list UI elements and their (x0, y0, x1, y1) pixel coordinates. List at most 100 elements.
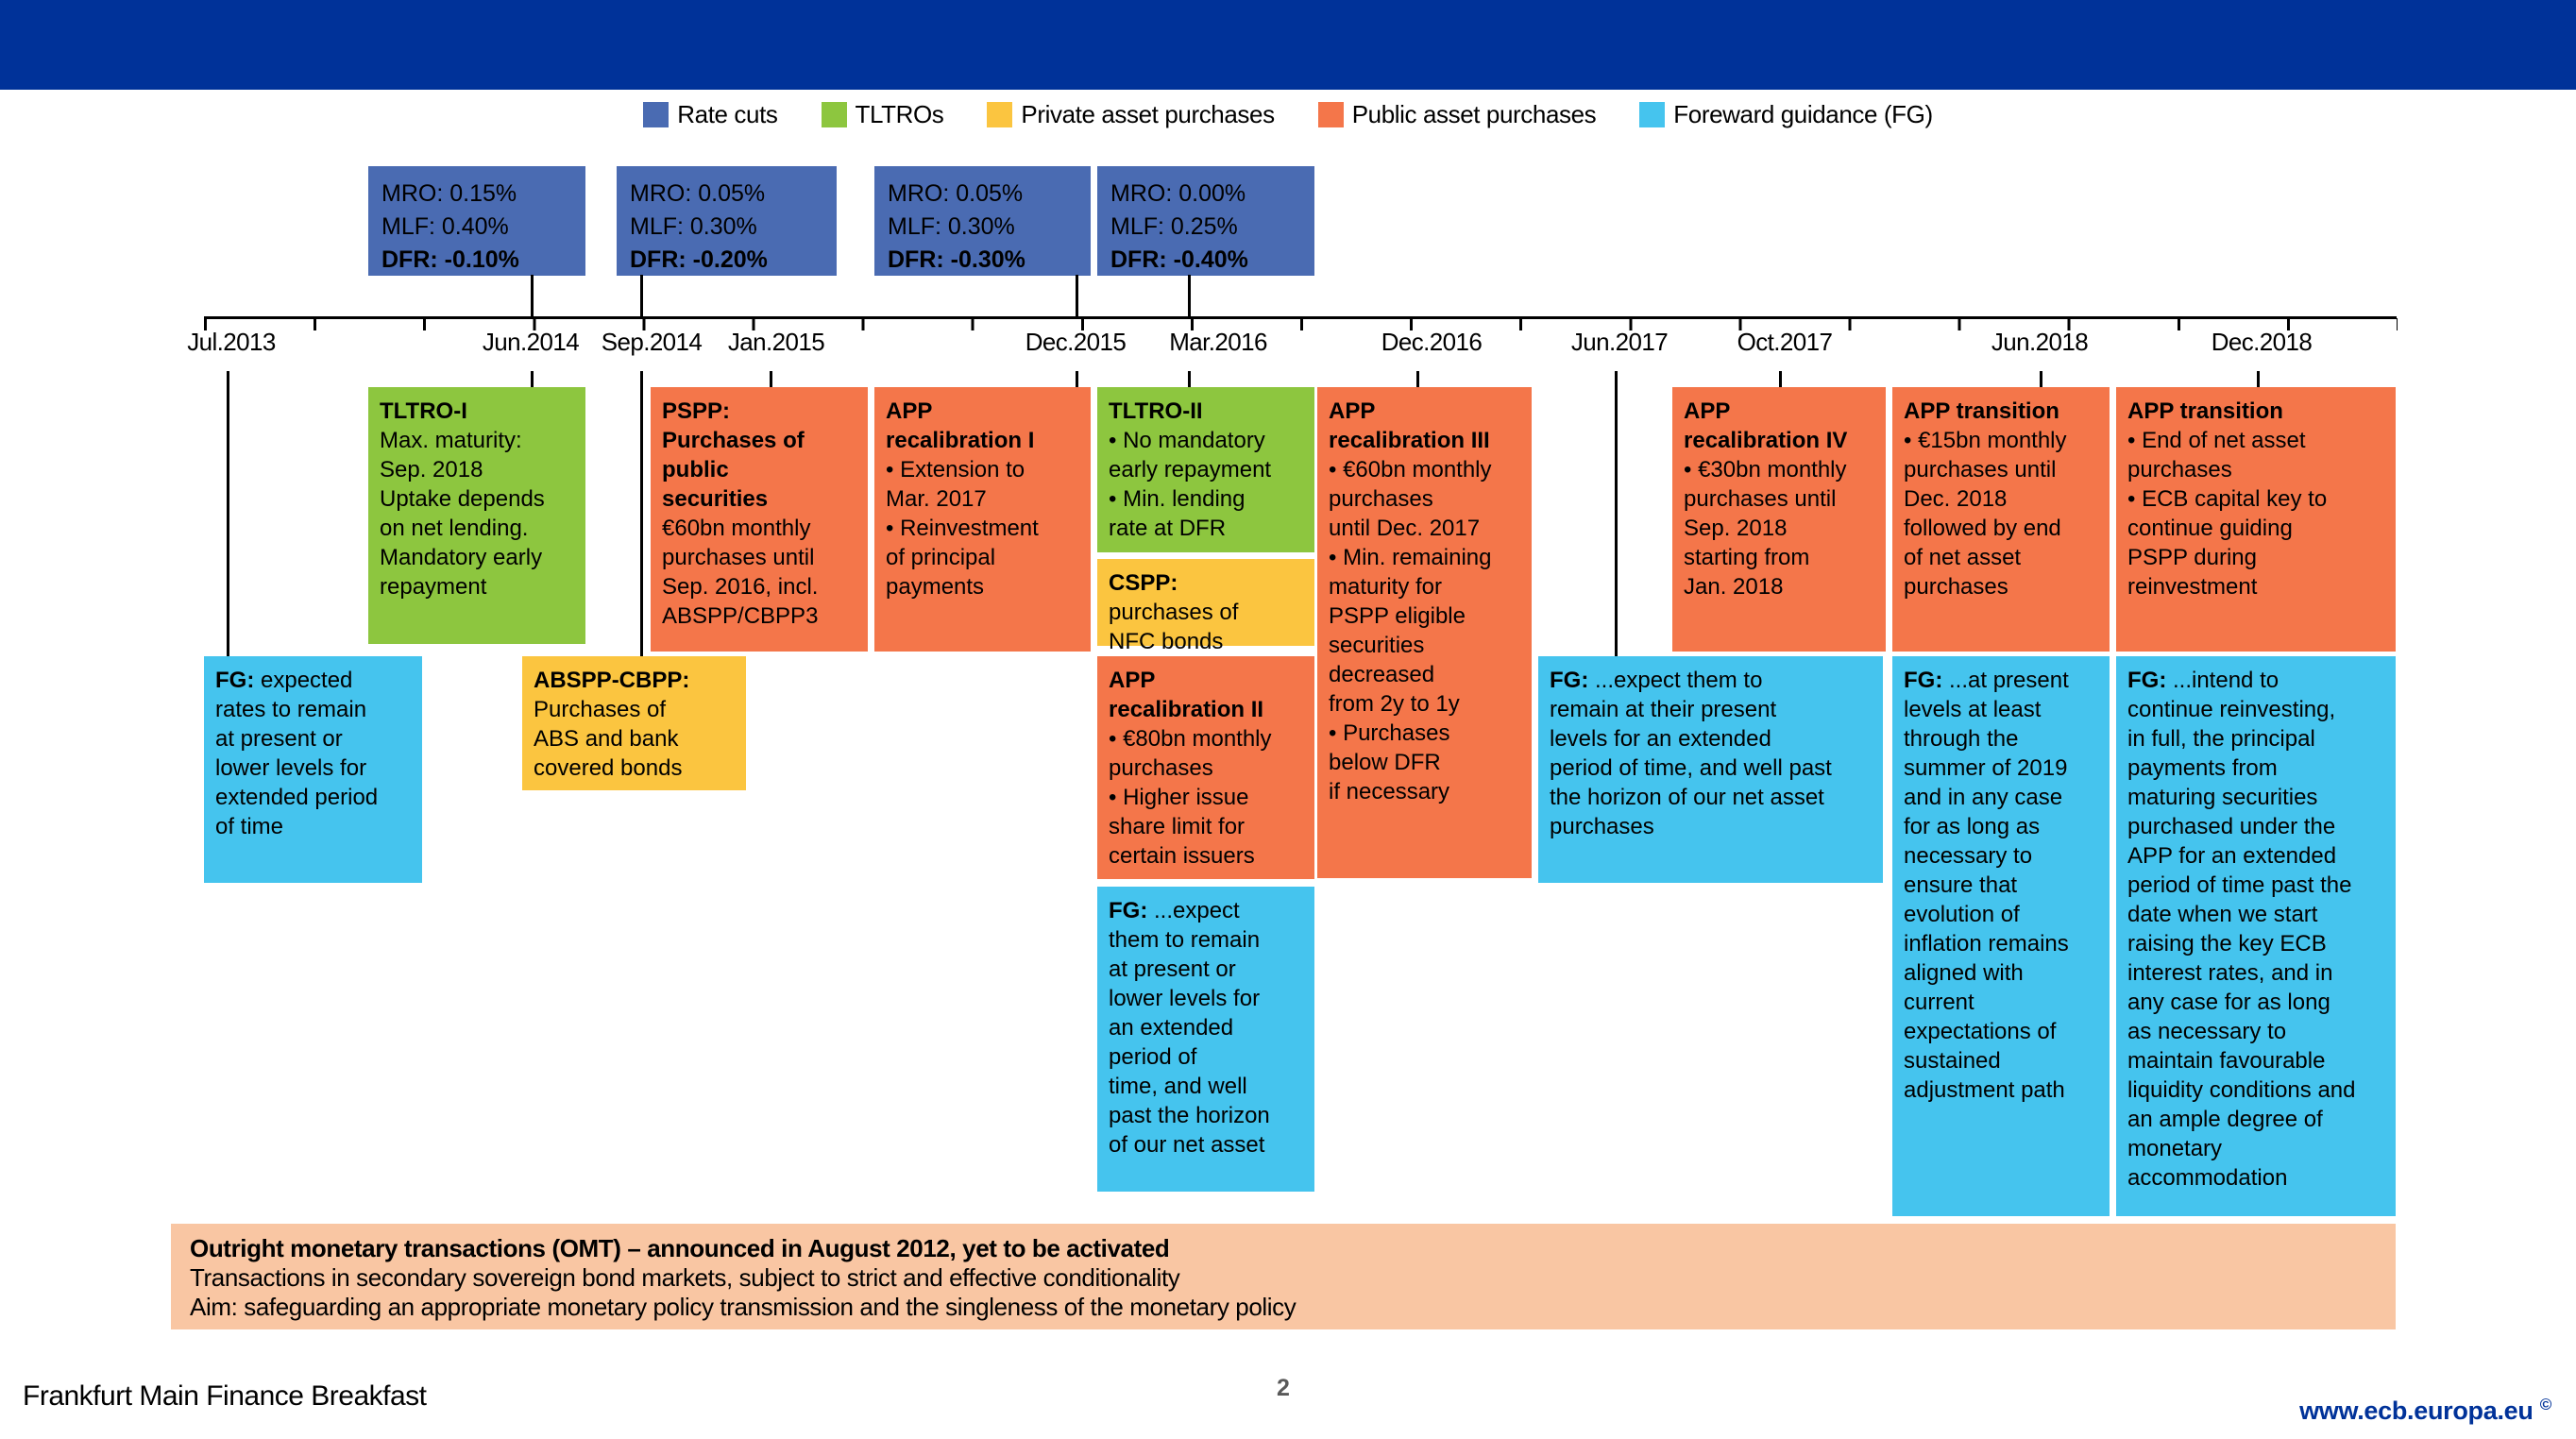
box-title: FG: (1904, 668, 1943, 693)
box-body: purchases of NFC bonds (1109, 600, 1239, 654)
legend-label: TLTROs (855, 100, 944, 128)
ecb-link-text[interactable]: www.ecb.europa.eu (2299, 1397, 2534, 1425)
box-body: • €30bn monthly purchases until Sep. 201… (1684, 457, 1847, 600)
public-purchases-swatch-icon (1317, 102, 1344, 127)
box-title: APP recalibration III (1329, 398, 1490, 453)
box-title: TLTRO-I (380, 398, 467, 424)
abspp-cbpp-box: ABSPP-CBPP: Purchases of ABS and bank cov… (522, 656, 746, 790)
timeline-label-dec-2016: Dec.2016 (1381, 328, 1483, 356)
box-body: • €15bn monthly purchases until Dec. 201… (1904, 428, 2067, 600)
connector-line (531, 371, 534, 388)
box-body: Purchases of ABS and bank covered bonds (534, 697, 683, 781)
omt-title: Outright monetary transactions (OMT) – a… (190, 1234, 1170, 1262)
box-body: • €60bn monthly purchases until Dec. 201… (1329, 457, 1492, 804)
legend: Rate cuts TLTROs Private asset purchases… (0, 100, 2576, 129)
connector-line (1188, 275, 1191, 318)
ecb-header-bar (0, 0, 2576, 90)
fg-mar2016-box: FG: ...expect them to remain at present … (1097, 887, 1314, 1192)
app-recalibration-4-box: APP recalibration IV • €30bn monthly purc… (1672, 387, 1886, 652)
connector-line (227, 371, 229, 656)
connector-line (2040, 371, 2042, 388)
timeline-label-sep-2014: Sep.2014 (601, 328, 703, 356)
legend-item-private-purchases: Private asset purchases (987, 100, 1275, 129)
dfr-line: DFR: -0.10% (381, 246, 519, 273)
legend-item-forward-guidance: Foreward guidance (FG) (1639, 100, 1933, 129)
connector-line (640, 371, 643, 656)
dfr-line: DFR: -0.20% (630, 246, 768, 273)
rate-box-mar2016: MRO: 0.00% MLF: 0.25% DFR: -0.40% (1097, 166, 1314, 276)
legend-label: Private asset purchases (1021, 100, 1275, 128)
app-recalibration-2-box: APP recalibration II • €80bn monthly purc… (1097, 656, 1314, 879)
timeline-label-jun-2014: Jun.2014 (482, 328, 580, 356)
rate-lines: MRO: 0.05% MLF: 0.30% (630, 180, 766, 240)
box-title: APP recalibration II (1109, 668, 1264, 722)
connector-line (1779, 371, 1782, 388)
fg-jun2017-box: FG: ...expect them to remain at their pr… (1538, 656, 1883, 883)
timeline-label-jan-2015: Jan.2015 (727, 328, 825, 356)
rate-lines: MRO: 0.15% MLF: 0.40% (381, 180, 517, 240)
box-title: FG: (2127, 668, 2167, 693)
omt-line: Transactions in secondary sovereign bond… (190, 1263, 1180, 1292)
legend-label: Foreward guidance (FG) (1673, 100, 1933, 128)
rate-box-dec2015: MRO: 0.05% MLF: 0.30% DFR: -0.30% (874, 166, 1091, 276)
app-transition-dec2018-box: APP transition • End of net asset purchas… (2116, 387, 2396, 652)
box-body: €60bn monthly purchases until Sep. 2016,… (662, 516, 819, 629)
timeline-label-jun-2018: Jun.2018 (1991, 328, 2089, 356)
box-body: • No mandatory early repayment • Min. le… (1109, 428, 1272, 541)
timeline-tick-marks (204, 318, 2398, 330)
page-number: 2 (1277, 1375, 1290, 1401)
timeline-label-jun-2017: Jun.2017 (1570, 328, 1669, 356)
connector-line (1076, 275, 1078, 318)
box-body: ...intend to continue reinvesting, in fu… (2127, 668, 2356, 1191)
box-title: PSPP: Purchases of public securities (662, 398, 805, 512)
connector-line (640, 275, 643, 318)
omt-line: Aim: safeguarding an appropriate monetar… (190, 1293, 1296, 1321)
box-body: expected rates to remain at present or l… (215, 668, 379, 839)
app-recalibration-3-box: APP recalibration III • €60bn monthly pur… (1317, 387, 1532, 878)
box-title: CSPP: (1109, 570, 1178, 596)
fg-dec2018-box: FG: ...intend to continue reinvesting, i… (2116, 656, 2396, 1216)
tltro-i-box: TLTRO-I Max. maturity: Sep. 2018 Uptake d… (368, 387, 585, 644)
tltro-ii-box: TLTRO-II • No mandatory early repayment •… (1097, 387, 1314, 552)
box-title: ABSPP-CBPP: (534, 668, 690, 693)
box-title: APP transition (2127, 398, 2283, 424)
connector-line (2257, 371, 2260, 388)
timeline-axis (204, 316, 2397, 319)
legend-item-public-purchases: Public asset purchases (1317, 100, 1597, 129)
fg-jun2018-box: FG: ...at present levels at least throug… (1892, 656, 2110, 1216)
timeline-label-dec-2015: Dec.2015 (1025, 328, 1127, 356)
footer-title: Frankfurt Main Finance Breakfast (23, 1380, 427, 1412)
omt-box: Outright monetary transactions (OMT) – a… (171, 1224, 2396, 1329)
tltros-swatch-icon (821, 102, 847, 127)
fg-jul2013-box: FG: expected rates to remain at present … (204, 656, 422, 883)
rate-cuts-swatch-icon (643, 102, 669, 127)
copyright-icon: © (2539, 1396, 2552, 1414)
box-title: APP recalibration I (886, 398, 1035, 453)
rate-box-sep2014: MRO: 0.05% MLF: 0.30% DFR: -0.20% (617, 166, 837, 276)
connector-line (1615, 371, 1618, 656)
connector-line (531, 275, 534, 318)
cspp-box: CSPP: purchases of NFC bonds (1097, 559, 1314, 654)
box-body: • End of net asset purchases • ECB capit… (2127, 428, 2328, 600)
box-body: ...at present levels at least through th… (1904, 668, 2069, 1103)
dfr-line: DFR: -0.40% (1110, 246, 1248, 273)
rate-lines: MRO: 0.00% MLF: 0.25% (1110, 180, 1246, 240)
timeline-label-mar-2016: Mar.2016 (1169, 328, 1267, 356)
box-title: APP transition (1904, 398, 2059, 424)
box-body: • Extension to Mar. 2017 • Reinvestment … (886, 457, 1039, 600)
box-title: FG: (215, 668, 255, 693)
box-title: APP recalibration IV (1684, 398, 1848, 453)
ecb-link[interactable]: www.ecb.europa.eu © (2299, 1396, 2551, 1426)
forward-guidance-swatch-icon (1639, 102, 1666, 127)
legend-item-rate-cuts: Rate cuts (643, 100, 778, 129)
connector-line (770, 371, 772, 388)
rate-box-jun2014: MRO: 0.15% MLF: 0.40% DFR: -0.10% (368, 166, 585, 276)
app-recalibration-1-box: APP recalibration I • Extension to Mar. 2… (874, 387, 1091, 652)
box-title: FG: (1109, 898, 1148, 923)
box-body: Max. maturity: Sep. 2018 Uptake depends … (380, 428, 545, 600)
legend-label: Rate cuts (677, 100, 778, 128)
legend-item-tltros: TLTROs (821, 100, 944, 129)
timeline-label-dec-2018: Dec.2018 (2211, 328, 2313, 356)
box-title: FG: (1550, 668, 1589, 693)
